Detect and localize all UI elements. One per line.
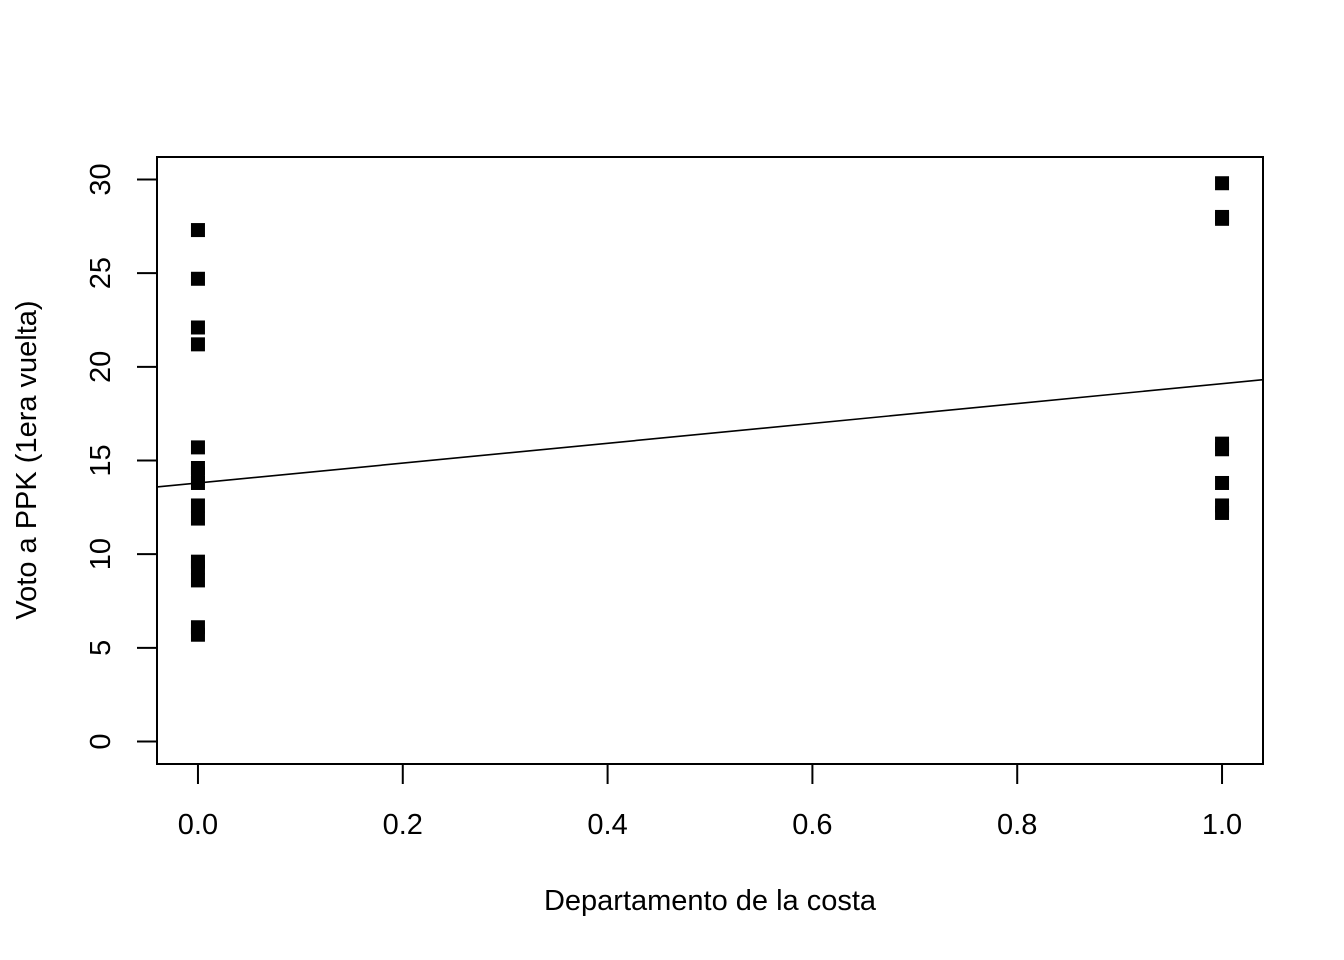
- y-axis: 0 5 10 15 20 25 30: [85, 163, 158, 750]
- data-point: [190, 511, 205, 526]
- data-point: [190, 223, 205, 238]
- regression-line: [156, 378, 1264, 488]
- x-tick-label: 0.2: [383, 809, 423, 841]
- data-point: [1215, 505, 1230, 520]
- y-tick-label: 0: [85, 733, 117, 749]
- x-tick-label: 0.6: [792, 809, 832, 841]
- y-tick-label: 5: [85, 640, 117, 656]
- y-axis-title: Voto a PPK (1era vuelta): [11, 300, 43, 619]
- data-point: [190, 627, 205, 642]
- x-axis-title: Departamento de la costa: [544, 885, 877, 917]
- x-tick-label: 1.0: [1202, 809, 1242, 841]
- data-point: [190, 440, 205, 455]
- x-axis: 0.0 0.2 0.4 0.6 0.8 1.0: [178, 763, 1242, 841]
- data-point: [1215, 176, 1230, 191]
- y-tick-label: 10: [85, 538, 117, 570]
- x-tick-label: 0.8: [997, 809, 1037, 841]
- data-point: [190, 271, 205, 286]
- data-points: [190, 176, 1230, 642]
- x-tick-label: 0.4: [587, 809, 627, 841]
- data-point: [1215, 475, 1230, 490]
- data-point: [190, 560, 205, 575]
- data-point: [190, 337, 205, 352]
- data-point: [190, 475, 205, 490]
- regression-line-group: [156, 378, 1264, 488]
- plot-area-box: [156, 156, 1264, 765]
- y-tick-label: 30: [85, 163, 117, 195]
- y-tick-label: 15: [85, 444, 117, 476]
- y-tick-label: 20: [85, 351, 117, 383]
- data-point: [190, 498, 205, 513]
- data-point: [190, 573, 205, 588]
- data-point: [1215, 211, 1230, 226]
- y-tick-label: 25: [85, 257, 117, 289]
- data-point: [1215, 442, 1230, 457]
- data-point: [190, 320, 205, 335]
- x-tick-label: 0.0: [178, 809, 218, 841]
